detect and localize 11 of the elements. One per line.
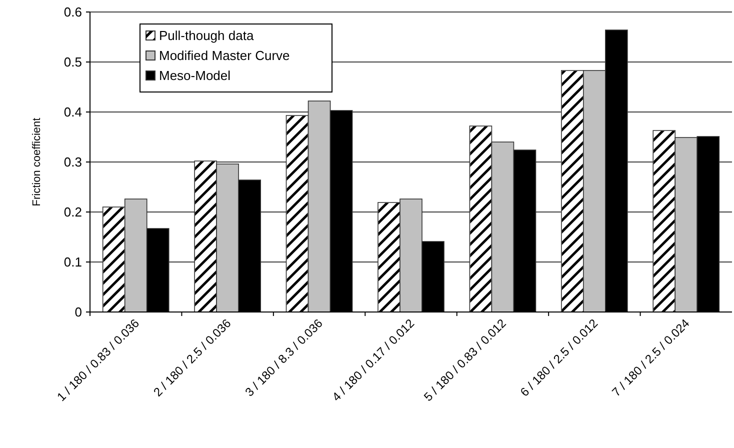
y-tick-label: 0.5 (64, 54, 82, 70)
y-tick-label: 0 (74, 304, 82, 320)
legend-label: Meso-Model (159, 68, 231, 83)
y-tick-label: 0.2 (64, 204, 82, 220)
y-tick-label: 0.4 (64, 104, 82, 120)
y-axis-title: Friction coefficient (31, 118, 43, 206)
y-tick-label: 0.6 (64, 4, 82, 20)
y-tick-label: 0.1 (64, 254, 82, 270)
y-tick-label: 0.3 (64, 154, 82, 170)
legend-label: Pull-though data (159, 28, 254, 43)
legend-label: Modified Master Curve (159, 48, 290, 63)
